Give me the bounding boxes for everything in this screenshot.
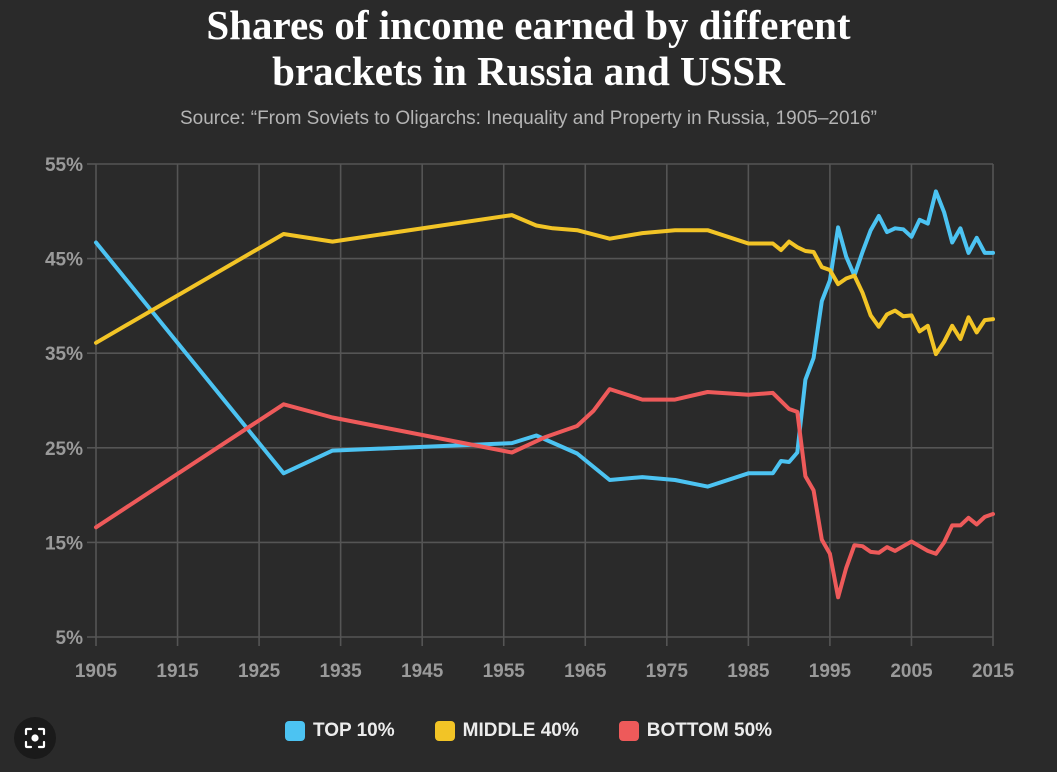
x-tick-label: 1935 xyxy=(319,661,362,682)
x-tick-label: 2005 xyxy=(890,661,933,682)
y-axis-ticks: 5% 15% 25% 35% 45% 55% xyxy=(45,155,83,649)
legend-item-bottom50: BOTTOM 50% xyxy=(618,720,773,742)
y-tick-label: 45% xyxy=(45,250,83,271)
chart-grid xyxy=(87,163,994,646)
x-tick-label: 1925 xyxy=(238,661,281,682)
chart-title-line-2: brackets in Russia and USSR xyxy=(272,48,785,94)
x-tick-label: 2015 xyxy=(972,661,1015,682)
x-tick-label: 1905 xyxy=(75,661,118,682)
series-line-middle40 xyxy=(94,213,995,357)
y-tick-label: 5% xyxy=(56,628,84,649)
x-tick-label: 1965 xyxy=(564,661,607,682)
series-line-bottom50 xyxy=(94,387,995,600)
legend-swatch-top10 xyxy=(284,721,305,741)
x-tick-label: 1945 xyxy=(401,661,444,682)
line-chart: 5%15%25%35%45%55% 1905 1915 1925 1935 1945 19… xyxy=(45,155,1015,682)
x-tick-label: 1995 xyxy=(809,661,852,682)
legend-item-top10: TOP 10% xyxy=(284,720,395,742)
x-tick-label: 1915 xyxy=(156,661,199,682)
x-axis-ticks: 1905 1915 1925 1935 1945 1955 1965 1975 1985 1995… xyxy=(75,661,1015,682)
visual-search-button[interactable] xyxy=(14,717,56,759)
legend-swatch-bottom50 xyxy=(618,721,639,741)
y-tick-label: 35% xyxy=(45,344,83,365)
x-tick-label: 1975 xyxy=(646,661,689,682)
x-tick-label: 1955 xyxy=(483,661,526,682)
legend-label-bottom50: BOTTOM 50% xyxy=(646,720,773,741)
y-tick-label: 55% xyxy=(45,155,83,176)
y-tick-label: 25% xyxy=(45,439,83,460)
x-tick-label: 1985 xyxy=(727,661,770,682)
chart-series xyxy=(94,189,995,600)
visual-search-icon xyxy=(24,727,46,749)
chart-title-line-1: Shares of income earned by different xyxy=(206,2,851,48)
chart-subtitle: Source: “From Soviets to Oligarchs: Ineq… xyxy=(179,108,878,129)
legend-label-middle40: MIDDLE 40% xyxy=(462,720,579,741)
legend-swatch-middle40 xyxy=(434,721,455,741)
legend-item-middle40: MIDDLE 40% xyxy=(434,720,579,742)
chart-legend: TOP 10% MIDDLE 40% BOTTOM 50% xyxy=(0,720,1057,742)
legend-label-top10: TOP 10% xyxy=(312,720,395,741)
series-line-top10 xyxy=(94,189,995,489)
y-tick-label: 15% xyxy=(45,533,83,554)
chart-title: Shares of income earned by different bra… xyxy=(0,2,1057,94)
